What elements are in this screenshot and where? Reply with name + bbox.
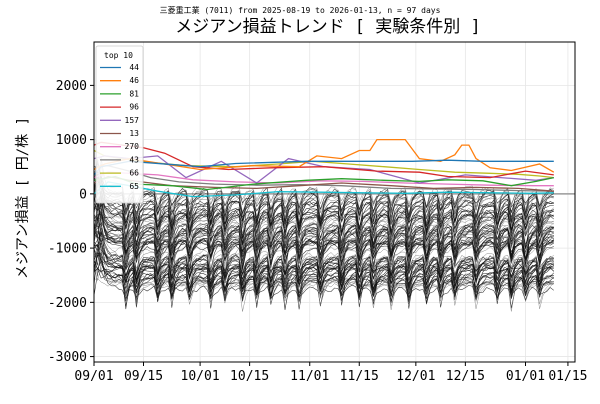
x-tick-label: 12/15 — [446, 369, 485, 384]
legend-label-43: 43 — [129, 155, 139, 164]
y-tick-label: 2000 — [56, 79, 87, 94]
background-trend-line — [93, 231, 554, 284]
background-trend-line — [93, 213, 554, 248]
legend-label-44: 44 — [129, 63, 139, 72]
y-tick-label: 1000 — [56, 133, 87, 148]
legend-label-157: 157 — [125, 116, 140, 125]
background-trend-line — [93, 253, 554, 277]
background-trend-line — [93, 244, 554, 304]
legend-label-65: 65 — [129, 182, 139, 191]
background-trend-line — [93, 228, 554, 250]
y-axis-label: メジアン損益 [ 円/株 ] — [15, 117, 31, 279]
y-tick-label: 0 — [79, 187, 87, 202]
background-trend-line — [93, 176, 554, 236]
y-tick-label: -1000 — [48, 242, 87, 257]
x-tick-label: 10/01 — [181, 369, 220, 384]
background-lines — [93, 156, 555, 312]
background-trend-line — [93, 198, 554, 240]
legend-label-96: 96 — [129, 103, 139, 112]
tick-layer: 2000 1000 0 -1000 -2000 -3000 09/01 09/15 10/01 1… — [48, 79, 588, 384]
legend: top 10 44 46 81 96 157 13 270 43 66 65 — [95, 45, 144, 204]
chart-title: メジアン損益トレンド [ 実験条件別 ] — [175, 17, 481, 37]
y-tick-label: -3000 — [48, 350, 87, 365]
legend-label-270: 270 — [125, 142, 140, 151]
background-trend-line — [93, 228, 554, 279]
x-tick-label: 09/01 — [74, 369, 113, 384]
background-trend-line — [93, 260, 554, 298]
background-trend-line — [93, 200, 554, 253]
legend-box — [95, 45, 144, 204]
series-line-81 — [93, 175, 554, 191]
background-trend-line — [93, 174, 554, 219]
background-trend-line — [93, 199, 554, 250]
x-tick-label: 01/15 — [548, 369, 587, 384]
legend-label-66: 66 — [129, 169, 139, 178]
background-trend-line — [93, 191, 554, 239]
background-trend-line — [93, 211, 554, 270]
background-trend-line — [93, 174, 554, 211]
x-tick-label: 01/01 — [506, 369, 545, 384]
background-trend-line — [93, 213, 554, 267]
legend-label-81: 81 — [129, 89, 139, 98]
legend-label-46: 46 — [129, 76, 139, 85]
x-tick-label: 11/01 — [290, 369, 329, 384]
background-trend-line — [93, 156, 554, 229]
plot-border — [93, 41, 576, 363]
x-tick-label: 09/15 — [124, 369, 163, 384]
background-trend-line — [93, 244, 554, 298]
chart-subtitle: 三菱重工業 (7011) from 2025-08-19 to 2026-01-… — [160, 5, 441, 15]
series-line-46 — [93, 138, 555, 173]
x-tick-label: 10/15 — [230, 369, 269, 384]
y-tick-label: -2000 — [48, 296, 87, 311]
background-trend-line — [93, 160, 554, 208]
legend-title: top 10 — [104, 51, 133, 60]
x-tick-label: 12/01 — [396, 369, 435, 384]
x-tick-label: 11/15 — [340, 369, 379, 384]
background-trend-line — [93, 220, 554, 289]
legend-label-13: 13 — [129, 129, 139, 138]
